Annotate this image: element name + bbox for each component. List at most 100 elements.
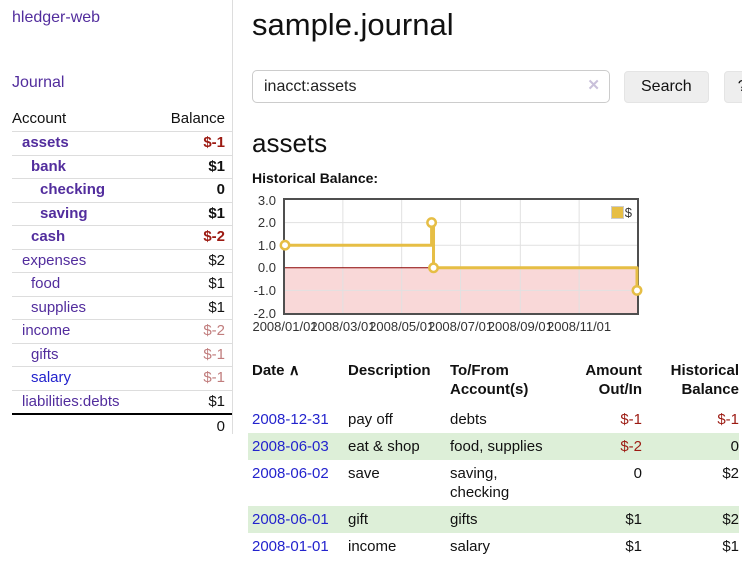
accounts-header-balance: Balance bbox=[170, 110, 225, 127]
transaction-amount: 0 bbox=[633, 465, 642, 482]
x-axis-tick-label: 2008/03/01 bbox=[310, 319, 376, 334]
search-input[interactable] bbox=[252, 70, 610, 103]
page-title: sample.journal bbox=[252, 7, 454, 42]
accounts-total-row: 0 bbox=[12, 413, 232, 438]
register-header-date[interactable]: Date ∧ bbox=[252, 362, 300, 379]
register-header-accounts: To/From Account(s) bbox=[450, 362, 529, 398]
account-row: saving $1 bbox=[12, 201, 232, 226]
clear-search-icon[interactable]: ✕ bbox=[587, 77, 600, 94]
transaction-date-link[interactable]: 2008-12-31 bbox=[252, 411, 329, 428]
account-link[interactable]: checking bbox=[40, 181, 106, 198]
app-window: hledger-web Journal Account Balance asse… bbox=[0, 0, 742, 560]
sidebar-item-journal[interactable]: Journal bbox=[12, 74, 65, 91]
register-header-balance: Historical Balance bbox=[670, 362, 739, 398]
account-balance: $1 bbox=[208, 392, 225, 410]
main-content: sample.journal ✕ Search ? assets Histori… bbox=[233, 0, 742, 560]
account-link[interactable]: income bbox=[22, 322, 71, 339]
chart-legend: $ bbox=[610, 205, 632, 220]
register-header-row: Date ∧ Description To/From Account(s) Am… bbox=[248, 359, 739, 406]
account-row: supplies $1 bbox=[12, 295, 232, 320]
account-balance: $1 bbox=[208, 204, 225, 222]
account-row: income $-2 bbox=[12, 319, 232, 343]
account-balance: $-1 bbox=[203, 345, 225, 363]
account-link[interactable]: liabilities:debts bbox=[22, 392, 120, 410]
accounts-header-row: Account Balance bbox=[12, 107, 232, 132]
y-axis-tick-label: 3.0 bbox=[257, 192, 276, 208]
transaction-balance: $1 bbox=[722, 538, 739, 555]
transaction-row: 2008-06-02 save saving, checking 0 $2 bbox=[248, 460, 739, 506]
account-row: food $1 bbox=[12, 272, 232, 296]
y-axis-tick-label: 1.0 bbox=[257, 237, 276, 253]
transaction-description: gift bbox=[348, 511, 369, 528]
account-balance: 0 bbox=[216, 181, 225, 198]
account-row: assets $-1 bbox=[12, 131, 232, 155]
transaction-amount: $1 bbox=[625, 511, 642, 528]
transaction-accounts: saving, checking bbox=[450, 465, 510, 501]
y-axis-tick-label: -2.0 bbox=[253, 305, 276, 321]
account-row: cash $-2 bbox=[12, 225, 232, 249]
transaction-accounts: salary bbox=[450, 538, 491, 555]
account-balance: $-2 bbox=[203, 322, 225, 339]
account-link[interactable]: supplies bbox=[31, 298, 87, 316]
transaction-amount: $-1 bbox=[620, 411, 642, 428]
account-row: checking 0 bbox=[12, 178, 232, 202]
transaction-date-link[interactable]: 2008-01-01 bbox=[252, 538, 329, 555]
help-button[interactable]: ? bbox=[723, 70, 742, 103]
transaction-row: 2008-01-01 income salary $1 $1 bbox=[248, 533, 739, 560]
transaction-date-link[interactable]: 2008-06-03 bbox=[252, 438, 329, 455]
search-form: ✕ Search ? bbox=[252, 70, 742, 103]
transaction-accounts: food, supplies bbox=[450, 438, 543, 455]
accounts-total-balance: 0 bbox=[152, 413, 232, 438]
brand-link[interactable]: hledger-web bbox=[12, 9, 101, 26]
search-button[interactable]: Search bbox=[624, 70, 709, 103]
account-link[interactable]: food bbox=[31, 275, 61, 292]
transaction-accounts: gifts bbox=[450, 511, 478, 528]
transaction-row: 2008-12-31 pay off debts $-1 $-1 bbox=[248, 406, 739, 433]
transaction-amount: $1 bbox=[625, 538, 642, 555]
chart-title: Historical Balance: bbox=[252, 170, 379, 186]
account-row: salary $-1 bbox=[12, 366, 232, 390]
transaction-accounts: debts bbox=[450, 411, 487, 428]
transaction-balance: 0 bbox=[730, 438, 739, 455]
account-balance: $2 bbox=[208, 251, 225, 269]
transaction-balance: $2 bbox=[722, 511, 739, 528]
x-axis-tick-label: 2008/01/01 bbox=[252, 319, 318, 334]
account-balance: $-1 bbox=[203, 369, 225, 386]
legend-label: $ bbox=[624, 205, 632, 220]
legend-swatch-icon bbox=[610, 206, 624, 219]
account-link[interactable]: expenses bbox=[22, 251, 87, 269]
sort-ascending-icon: ∧ bbox=[288, 362, 300, 379]
transaction-date-link[interactable]: 2008-06-02 bbox=[252, 465, 329, 482]
account-balance: $1 bbox=[208, 298, 225, 316]
transaction-amount: $-2 bbox=[620, 438, 642, 455]
account-balance: $1 bbox=[208, 275, 225, 292]
chart-plot-area: $ bbox=[279, 198, 643, 315]
transaction-balance: $-1 bbox=[717, 411, 739, 428]
account-link[interactable]: assets bbox=[22, 134, 69, 151]
transaction-description: save bbox=[348, 465, 380, 482]
account-link[interactable]: cash bbox=[31, 228, 66, 245]
register-table: Date ∧ Description To/From Account(s) Am… bbox=[248, 359, 739, 560]
transaction-description: eat & shop bbox=[348, 438, 420, 455]
account-link[interactable]: saving bbox=[40, 204, 88, 222]
transaction-row: 2008-06-03 eat & shop food, supplies $-2… bbox=[248, 433, 739, 460]
y-axis-tick-label: 0.0 bbox=[257, 260, 276, 276]
search-box: ✕ bbox=[252, 70, 610, 103]
transaction-description: income bbox=[348, 538, 397, 555]
account-balance: $-1 bbox=[203, 134, 225, 151]
x-axis-tick-label: 2008/05/01 bbox=[369, 319, 435, 334]
account-row: liabilities:debts $1 bbox=[12, 389, 232, 414]
account-row: gifts $-1 bbox=[12, 342, 232, 367]
account-row: bank $1 bbox=[12, 154, 232, 179]
transaction-date-link[interactable]: 2008-06-01 bbox=[252, 511, 329, 528]
accounts-header-account: Account bbox=[12, 110, 67, 127]
account-link[interactable]: gifts bbox=[31, 345, 59, 363]
transaction-balance: $2 bbox=[722, 465, 739, 482]
historical-balance-chart: $ 3.0 2.0 1.0 0.0 -1.0 -2.0 2008/01/01 2008/03/… bbox=[252, 194, 643, 335]
sidebar: hledger-web Journal Account Balance asse… bbox=[0, 0, 233, 438]
y-axis-tick-label: 2.0 bbox=[257, 215, 276, 231]
account-link[interactable]: bank bbox=[31, 157, 67, 175]
account-link[interactable]: salary bbox=[31, 369, 72, 386]
transaction-row: 2008-06-01 gift gifts $1 $2 bbox=[248, 506, 739, 533]
register-header-amount: Amount Out/In bbox=[585, 362, 642, 398]
